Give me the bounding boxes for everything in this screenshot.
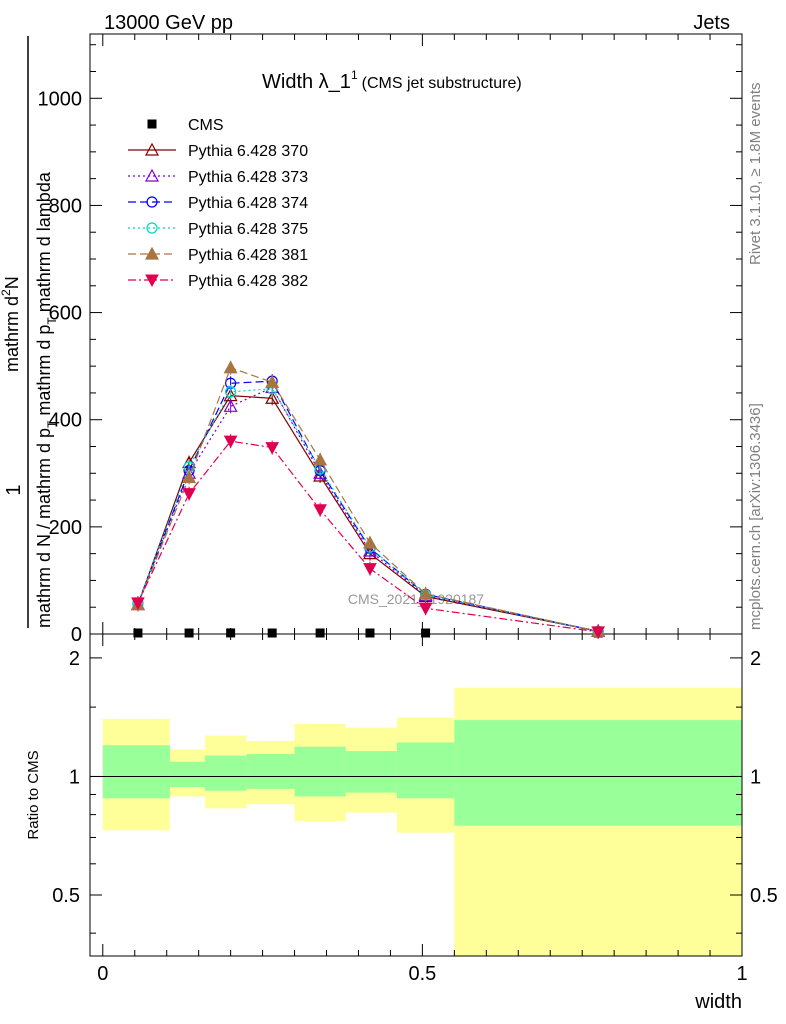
y-tick-label: 1000 <box>38 88 83 110</box>
header-right: Jets <box>693 12 730 34</box>
legend-label: CMS <box>188 117 224 134</box>
ratio-band-green <box>345 751 397 793</box>
legend-marker <box>145 274 159 288</box>
ratio-y-label: Ratio to CMS <box>25 750 42 839</box>
x-axis-label: width <box>694 991 742 1013</box>
watermark: CMS_2021_I1920187 <box>348 591 484 607</box>
data-point <box>418 586 433 600</box>
x-tick-label: 0 <box>97 963 108 985</box>
data-point <box>313 452 328 466</box>
ratio-band-green <box>169 761 206 788</box>
data-point <box>226 628 236 638</box>
ratio-band-green <box>205 755 247 791</box>
data-point <box>225 386 237 398</box>
legend-label: Pythia 6.428 375 <box>188 221 308 238</box>
legend-marker <box>146 196 158 208</box>
data-point <box>265 442 280 455</box>
ratio-bands <box>90 687 742 956</box>
ratio-y-tick-label-right: 0.5 <box>750 885 778 907</box>
data-point <box>421 628 431 638</box>
data-point <box>591 626 606 639</box>
data-point <box>133 628 143 638</box>
data-point <box>315 628 325 638</box>
data-point <box>265 391 280 404</box>
data-point <box>267 628 277 638</box>
ratio-plot-frame <box>89 633 743 957</box>
y-tick-label: 400 <box>49 410 82 432</box>
main-y-axis-label: 1 mathrm d2N mathrm d N / mathrm d pT ma… <box>0 36 59 628</box>
data-point <box>182 470 197 484</box>
series-line <box>137 388 599 632</box>
header-left: 13000 GeV pp <box>104 12 233 34</box>
ylabel-numerator: 1 <box>3 484 25 495</box>
y-tick-label: 200 <box>49 517 82 539</box>
data-point <box>313 504 327 517</box>
legend-label: Pythia 6.428 370 <box>188 143 308 160</box>
legend-label: Pythia 6.428 382 <box>188 273 308 290</box>
legend-marker <box>147 119 157 129</box>
x-tick-label: 1 <box>736 963 747 985</box>
data-point <box>365 628 375 638</box>
legend-marker <box>146 222 158 234</box>
series-6 <box>131 434 606 639</box>
legend-label: Pythia 6.428 373 <box>188 169 308 186</box>
ratio-band-green <box>454 720 742 826</box>
data-point <box>223 435 238 449</box>
data-point <box>223 360 238 374</box>
ratio-band-green <box>246 754 295 789</box>
ratio-y-tick-label-right: 2 <box>750 648 761 670</box>
data-point <box>223 399 238 412</box>
data-point <box>182 488 196 501</box>
series-line <box>137 366 599 632</box>
ratio-band-green <box>294 746 346 797</box>
chart-title: Width λ_11 (CMS jet substructure) <box>262 68 522 93</box>
ratio-band-green <box>396 742 455 799</box>
series-0 <box>133 628 603 638</box>
series-layer <box>130 360 606 639</box>
legend: CMS Pythia 6.428 370 Pythia 6.428 373 Pythi… <box>128 117 308 290</box>
legend-marker <box>144 142 160 156</box>
legend-marker <box>144 246 160 260</box>
data-point <box>131 597 145 610</box>
x-tick-label: 0.5 <box>408 963 436 985</box>
series-line <box>137 440 599 633</box>
y-tick-label: 600 <box>49 303 82 325</box>
ratio-y-tick-label: 2 <box>69 648 80 670</box>
y-tick-label: 0 <box>71 624 82 646</box>
legend-label: Pythia 6.428 374 <box>188 195 308 212</box>
rivet-label: Rivet 3.1.10, ≥ 1.8M events <box>747 83 764 266</box>
legend-marker <box>144 168 160 182</box>
data-point <box>362 535 377 549</box>
ratio-y-tick-label: 0.5 <box>52 885 80 907</box>
ratio-band-green <box>102 745 170 799</box>
ratio-y-tick-label: 1 <box>69 766 80 788</box>
ylabel-denominator: mathrm d N / mathrm d pT mathrm d pT mat… <box>34 171 59 628</box>
data-point <box>363 563 377 576</box>
data-point <box>418 602 433 616</box>
series-line <box>137 386 599 632</box>
y-tick-label: 800 <box>49 195 82 217</box>
data-point <box>184 628 194 638</box>
series-line <box>137 394 599 632</box>
data-point <box>265 374 280 388</box>
data-point <box>362 546 377 560</box>
legend-label: Pythia 6.428 381 <box>188 247 308 264</box>
mcplots-label: mcplots.cern.ch [arXiv:1306.3436] <box>747 403 764 630</box>
ylabel-numerator-right: mathrm d2N <box>0 276 22 372</box>
ratio-frame: 0 0.5 1 0.5 0.5 1 1 2 2 <box>52 633 778 985</box>
ratio-y-tick-label-right: 1 <box>750 766 761 788</box>
